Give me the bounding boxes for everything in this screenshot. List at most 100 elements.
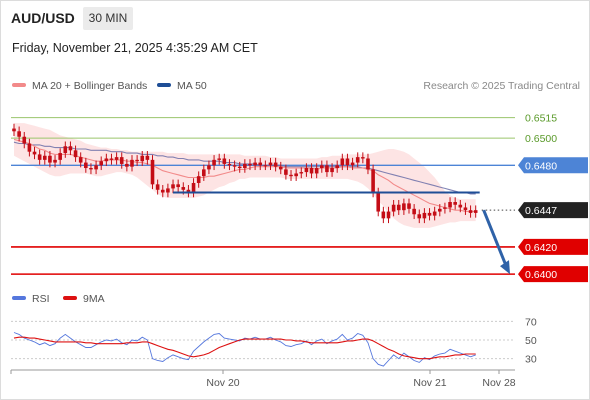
candle [166,188,170,193]
candle [330,168,334,173]
candle [248,163,252,166]
x-tick-Nov 28: Nov 28 [482,377,515,389]
research-credit: Research © 2025 Trading Central [423,80,580,92]
candle [78,157,83,163]
candle [417,214,422,219]
candle [386,211,391,219]
candle [422,212,427,219]
candle [268,162,273,166]
candle [27,143,32,152]
candle [104,158,109,162]
candle [135,159,139,162]
candle [48,155,52,163]
candle [196,176,201,183]
level-tag-0.6447 [518,202,588,219]
candle [453,202,457,205]
candle [258,162,263,166]
candle [407,203,411,209]
candle [140,155,145,162]
candle [191,182,196,193]
candle [84,162,88,169]
legend-rsi: RSI [12,293,50,305]
candle [263,165,268,167]
x-tick-Nov 20: Nov 20 [206,377,239,389]
target-arrow-line [482,209,509,269]
candle [366,158,370,170]
candle [94,165,98,170]
candle [376,192,381,212]
level-tag-0.6400 [518,266,588,283]
candle [181,187,186,190]
candle [125,163,129,167]
candle [345,158,350,166]
candle [176,184,180,188]
rsi-tick-30: 30 [525,354,537,366]
candle [150,159,155,185]
candle [381,211,386,219]
candle [186,189,191,193]
candle [396,204,401,211]
candle [253,162,257,166]
symbol-title: AUD/USD [11,10,75,26]
candle [448,202,452,208]
candle [114,157,119,160]
level-label-0.6400: 0.6400 [525,269,557,281]
candle [412,208,416,215]
rsi-label: RSI [32,293,50,305]
x-tick-Nov 21: Nov 21 [413,377,446,389]
candle [227,163,232,166]
candle [458,204,463,208]
candle [243,163,247,169]
candle [145,155,150,160]
candle [294,173,298,177]
candle [53,159,57,163]
legend-ma50: MA 50 [157,80,207,92]
candle [73,150,78,158]
candle [237,166,242,169]
candle [432,211,437,216]
candle [309,168,314,174]
candles [12,123,478,224]
candle [320,165,324,169]
rsi-ma-label: 9MA [83,293,105,305]
candle [361,157,365,159]
bollinger-band [14,123,476,228]
target-arrow-head [500,260,510,275]
candle [222,158,227,164]
legend-ma20: MA 20 + Bollinger Bands [12,80,147,92]
candle [427,212,432,216]
candle [207,165,211,170]
rsi-swatch [12,296,26,301]
candle [473,210,478,213]
ma20-label: MA 20 + Bollinger Bands [32,80,148,92]
level-label-0.6420: 0.6420 [525,242,557,254]
candle [58,153,62,160]
candle [37,154,42,160]
timestamp: Friday, November 21, 2025 4:35:29 AM CET [12,41,258,55]
candle [63,146,68,154]
candle [437,208,442,212]
candle [335,165,339,169]
level-label-0.6480: 0.6480 [525,160,557,172]
level-label-0.6515: 0.6515 [525,113,557,125]
candle [314,168,319,174]
interval-button[interactable]: 30 MIN [83,7,133,30]
candle [202,169,206,177]
candle [32,151,37,155]
candle [22,136,27,144]
candle [350,162,355,166]
candle [89,168,93,170]
candle [468,210,473,213]
candle [171,184,175,189]
candle [391,204,396,212]
candle [155,184,160,190]
level-tag-0.6420 [518,238,588,255]
ma50-label: MA 50 [177,80,207,92]
level-label-0.6447: 0.6447 [525,205,557,217]
candle [130,159,134,167]
candle [304,168,309,173]
ma20-swatch [12,83,26,88]
candle [340,158,345,166]
candle [17,131,21,137]
